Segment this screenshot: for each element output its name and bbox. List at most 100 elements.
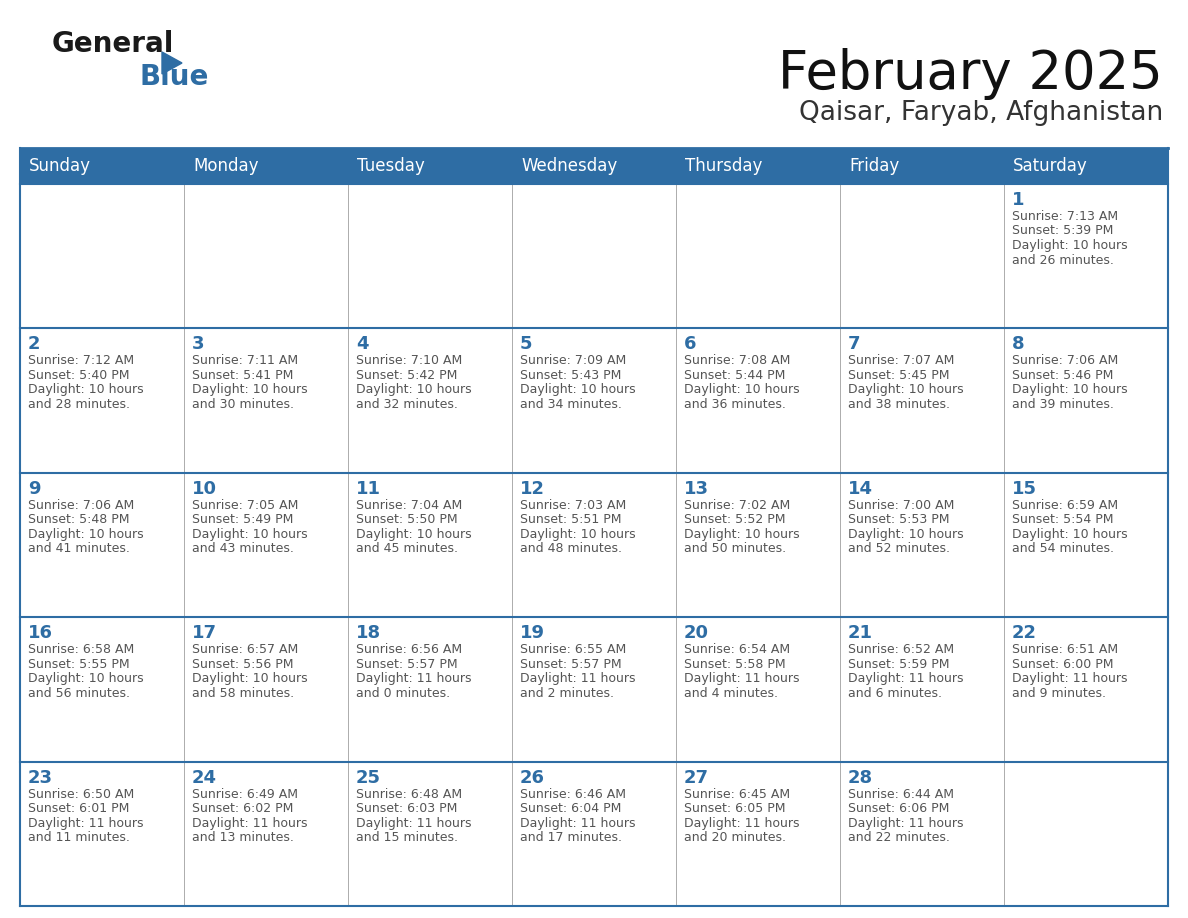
Text: and 43 minutes.: and 43 minutes.	[192, 543, 293, 555]
Text: 6: 6	[684, 335, 696, 353]
Bar	[348, 329, 512, 473]
Text: 13: 13	[684, 480, 709, 498]
Text: Daylight: 10 hours: Daylight: 10 hours	[684, 528, 800, 541]
Text: Daylight: 10 hours: Daylight: 10 hours	[356, 384, 472, 397]
Bar	[348, 184, 512, 329]
Bar	[676, 329, 840, 473]
Text: Sunset: 6:01 PM: Sunset: 6:01 PM	[29, 802, 129, 815]
Text: Sunrise: 7:06 AM: Sunrise: 7:06 AM	[29, 498, 134, 512]
Text: 3: 3	[192, 335, 204, 353]
Text: 16: 16	[29, 624, 53, 643]
Text: Sunday: Sunday	[29, 157, 91, 175]
Text: and 32 minutes.: and 32 minutes.	[356, 397, 457, 411]
Text: Sunrise: 7:12 AM: Sunrise: 7:12 AM	[29, 354, 134, 367]
Text: Sunset: 6:00 PM: Sunset: 6:00 PM	[1012, 657, 1113, 671]
Text: Daylight: 10 hours: Daylight: 10 hours	[848, 528, 963, 541]
Text: Sunset: 5:51 PM: Sunset: 5:51 PM	[520, 513, 621, 526]
Bar	[512, 184, 676, 329]
Text: and 36 minutes.: and 36 minutes.	[684, 397, 786, 411]
Bar	[348, 762, 512, 906]
Text: Sunrise: 7:04 AM: Sunrise: 7:04 AM	[356, 498, 462, 512]
Text: 21: 21	[848, 624, 873, 643]
Text: 28: 28	[848, 768, 873, 787]
Text: Tuesday: Tuesday	[358, 157, 425, 175]
Text: Sunset: 5:45 PM: Sunset: 5:45 PM	[848, 369, 949, 382]
Text: Daylight: 10 hours: Daylight: 10 hours	[356, 528, 472, 541]
Text: Daylight: 10 hours: Daylight: 10 hours	[192, 384, 308, 397]
Text: Daylight: 10 hours: Daylight: 10 hours	[1012, 384, 1127, 397]
Bar	[676, 617, 840, 762]
Text: 8: 8	[1012, 335, 1024, 353]
Text: Sunrise: 6:59 AM: Sunrise: 6:59 AM	[1012, 498, 1118, 512]
Text: and 58 minutes.: and 58 minutes.	[192, 687, 295, 700]
Text: 9: 9	[29, 480, 40, 498]
Text: Sunrise: 6:46 AM: Sunrise: 6:46 AM	[520, 788, 626, 800]
Text: Daylight: 11 hours: Daylight: 11 hours	[684, 672, 800, 685]
Text: Thursday: Thursday	[685, 157, 763, 175]
Polygon shape	[162, 52, 182, 74]
Text: and 41 minutes.: and 41 minutes.	[29, 543, 129, 555]
Text: Sunrise: 7:13 AM: Sunrise: 7:13 AM	[1012, 210, 1118, 223]
Bar	[512, 762, 676, 906]
Bar	[840, 762, 1004, 906]
Text: Sunset: 5:57 PM: Sunset: 5:57 PM	[520, 657, 621, 671]
Text: Sunrise: 6:55 AM: Sunrise: 6:55 AM	[520, 644, 626, 656]
Text: Daylight: 10 hours: Daylight: 10 hours	[848, 384, 963, 397]
Text: Daylight: 11 hours: Daylight: 11 hours	[684, 817, 800, 830]
Text: 24: 24	[192, 768, 217, 787]
Text: Daylight: 11 hours: Daylight: 11 hours	[848, 672, 963, 685]
Text: Daylight: 10 hours: Daylight: 10 hours	[29, 672, 144, 685]
Text: Monday: Monday	[192, 157, 259, 175]
Text: Sunrise: 6:58 AM: Sunrise: 6:58 AM	[29, 644, 134, 656]
Text: Sunset: 5:44 PM: Sunset: 5:44 PM	[684, 369, 785, 382]
Text: Wednesday: Wednesday	[522, 157, 618, 175]
Text: Sunrise: 7:06 AM: Sunrise: 7:06 AM	[1012, 354, 1118, 367]
Text: Sunset: 5:39 PM: Sunset: 5:39 PM	[1012, 225, 1113, 238]
Text: Sunset: 5:42 PM: Sunset: 5:42 PM	[356, 369, 457, 382]
Text: 19: 19	[520, 624, 545, 643]
Bar	[20, 473, 184, 617]
Text: and 9 minutes.: and 9 minutes.	[1012, 687, 1106, 700]
Text: 27: 27	[684, 768, 709, 787]
Text: Daylight: 11 hours: Daylight: 11 hours	[356, 817, 472, 830]
Bar	[20, 148, 1168, 184]
Text: Sunset: 6:05 PM: Sunset: 6:05 PM	[684, 802, 785, 815]
Text: Sunset: 6:02 PM: Sunset: 6:02 PM	[192, 802, 293, 815]
Text: Sunrise: 7:00 AM: Sunrise: 7:00 AM	[848, 498, 954, 512]
Text: and 17 minutes.: and 17 minutes.	[520, 831, 623, 844]
Bar	[348, 473, 512, 617]
Text: Sunset: 5:54 PM: Sunset: 5:54 PM	[1012, 513, 1113, 526]
Text: and 54 minutes.: and 54 minutes.	[1012, 543, 1114, 555]
Text: 5: 5	[520, 335, 532, 353]
Bar	[1004, 617, 1168, 762]
Text: and 26 minutes.: and 26 minutes.	[1012, 253, 1114, 266]
Text: 25: 25	[356, 768, 381, 787]
Text: and 50 minutes.: and 50 minutes.	[684, 543, 786, 555]
Bar	[1004, 762, 1168, 906]
Text: Sunrise: 6:48 AM: Sunrise: 6:48 AM	[356, 788, 462, 800]
Bar	[184, 762, 348, 906]
Text: 14: 14	[848, 480, 873, 498]
Text: Blue: Blue	[140, 63, 209, 91]
Text: Friday: Friday	[849, 157, 899, 175]
Text: Sunset: 6:04 PM: Sunset: 6:04 PM	[520, 802, 621, 815]
Text: Sunrise: 7:11 AM: Sunrise: 7:11 AM	[192, 354, 298, 367]
Bar	[840, 473, 1004, 617]
Text: Daylight: 11 hours: Daylight: 11 hours	[1012, 672, 1127, 685]
Text: 26: 26	[520, 768, 545, 787]
Text: Sunset: 5:46 PM: Sunset: 5:46 PM	[1012, 369, 1113, 382]
Bar	[512, 329, 676, 473]
Bar	[184, 184, 348, 329]
Text: and 30 minutes.: and 30 minutes.	[192, 397, 293, 411]
Bar	[184, 329, 348, 473]
Text: Sunrise: 6:44 AM: Sunrise: 6:44 AM	[848, 788, 954, 800]
Bar	[840, 184, 1004, 329]
Text: 20: 20	[684, 624, 709, 643]
Bar	[676, 473, 840, 617]
Bar	[1004, 184, 1168, 329]
Text: Sunrise: 6:50 AM: Sunrise: 6:50 AM	[29, 788, 134, 800]
Text: 11: 11	[356, 480, 381, 498]
Text: Sunrise: 6:51 AM: Sunrise: 6:51 AM	[1012, 644, 1118, 656]
Text: Sunrise: 7:08 AM: Sunrise: 7:08 AM	[684, 354, 790, 367]
Text: Sunset: 5:41 PM: Sunset: 5:41 PM	[192, 369, 293, 382]
